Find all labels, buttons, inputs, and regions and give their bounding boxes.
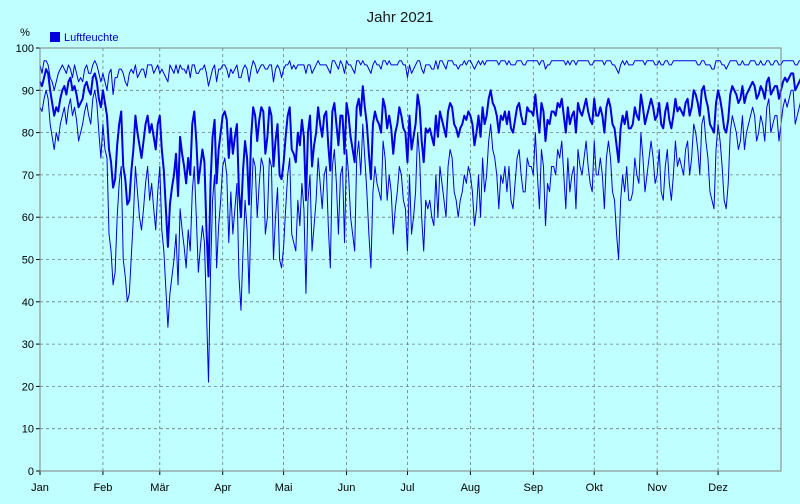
legend-swatch xyxy=(50,32,60,42)
x-tick-label: Apr xyxy=(214,482,231,494)
x-tick-label: Sep xyxy=(524,482,544,494)
series-group xyxy=(39,60,800,383)
x-tick-label: Jun xyxy=(338,482,356,494)
y-tick-label: 60 xyxy=(22,212,34,224)
y-tick-label: 70 xyxy=(22,170,34,182)
x-tick-label: Nov xyxy=(647,482,667,494)
y-tick-label: 100 xyxy=(16,43,34,55)
x-tick-label: Mai xyxy=(275,482,293,494)
x-tick-label: Aug xyxy=(461,482,481,494)
series-line-min xyxy=(39,89,800,383)
y-tick-label: 10 xyxy=(22,424,34,436)
x-axis-ticks: Jan Feb Mär Apr Mai Jun Jul Aug Sep Okt Nov Dez xyxy=(31,471,728,494)
y-tick-label: 50 xyxy=(22,255,34,267)
legend: Luftfeuchte xyxy=(50,32,118,44)
y-tick-label: 20 xyxy=(22,381,34,393)
x-tick-label: Jul xyxy=(400,482,414,494)
grid xyxy=(40,47,781,471)
y-tick-label: 80 xyxy=(22,128,34,140)
x-tick-label: Dez xyxy=(708,482,728,494)
series-line-mean xyxy=(39,68,800,278)
x-tick-label: Feb xyxy=(93,482,112,494)
y-tick-label: 0 xyxy=(28,466,34,478)
legend-label: Luftfeuchte xyxy=(64,32,118,44)
chart-title: Jahr 2021 xyxy=(367,9,434,26)
x-tick-label: Jan xyxy=(31,482,49,494)
y-axis-ticks: 0 10 20 30 40 50 60 70 80 90 100 xyxy=(16,43,40,478)
plot-frame xyxy=(39,47,782,472)
series-line-max xyxy=(39,60,800,96)
y-tick-label: 40 xyxy=(22,297,34,309)
y-tick-label: 90 xyxy=(22,85,34,97)
y-tick-label: 30 xyxy=(22,339,34,351)
x-tick-label: Mär xyxy=(150,482,169,494)
y-axis-label: % xyxy=(20,27,30,39)
x-tick-label: Okt xyxy=(586,482,603,494)
